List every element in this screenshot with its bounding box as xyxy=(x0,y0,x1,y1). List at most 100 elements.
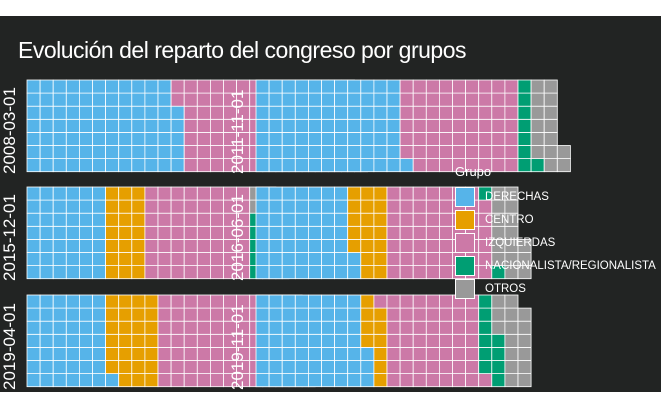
waffle-cell xyxy=(196,225,211,240)
waffle-cell xyxy=(294,307,309,322)
waffle-cell xyxy=(79,158,93,173)
waffle-cell xyxy=(425,186,440,201)
waffle-cell xyxy=(386,225,401,240)
waffle-cell xyxy=(438,294,453,309)
waffle-cell xyxy=(105,360,120,375)
waffle-cell xyxy=(360,79,375,94)
waffle-cell xyxy=(268,212,283,227)
waffle-cell xyxy=(281,294,296,309)
facet-label: 2019-11-01 xyxy=(228,304,247,390)
waffle-cell xyxy=(438,360,453,375)
waffle-cell xyxy=(425,294,440,309)
waffle-cell xyxy=(209,238,224,253)
waffle-cell xyxy=(52,252,67,267)
waffle-cell xyxy=(530,79,545,94)
waffle-cell xyxy=(196,346,211,361)
waffle-cell xyxy=(183,320,198,335)
facet-2015-12-01 xyxy=(26,186,290,280)
waffle-cell xyxy=(26,346,41,361)
waffle-cell xyxy=(268,294,283,309)
waffle-cell xyxy=(92,320,107,335)
waffle-cell xyxy=(321,252,336,267)
waffle-cell xyxy=(268,360,283,375)
waffle-cell xyxy=(144,92,159,107)
waffle-cell xyxy=(209,145,224,160)
waffle-cell xyxy=(360,294,375,309)
waffle-cell xyxy=(170,225,185,240)
waffle-cell xyxy=(399,225,414,240)
waffle-cell xyxy=(65,238,80,253)
waffle-cell xyxy=(268,238,283,253)
waffle-cell xyxy=(491,131,506,146)
waffle-cell xyxy=(52,212,67,227)
waffle-cell xyxy=(92,79,107,94)
waffle-cell xyxy=(131,346,146,361)
waffle-cell xyxy=(438,238,453,253)
waffle-cell xyxy=(412,225,427,240)
waffle-cell xyxy=(268,105,283,120)
waffle-cell xyxy=(170,158,185,173)
waffle-cell xyxy=(294,346,309,361)
waffle-cell xyxy=(170,238,185,253)
waffle-cell xyxy=(504,346,519,361)
waffle-cell xyxy=(543,145,558,160)
waffle-cell xyxy=(39,199,54,214)
waffle-cell xyxy=(183,186,198,201)
waffle-cell xyxy=(183,199,198,214)
waffle-cell xyxy=(360,333,375,348)
waffle-cell xyxy=(118,346,133,361)
waffle-cell xyxy=(65,212,80,227)
waffle-cell xyxy=(105,265,120,280)
waffle-cell xyxy=(504,131,519,146)
waffle-cell xyxy=(65,346,80,361)
waffle-cell xyxy=(255,360,270,375)
waffle-cell xyxy=(79,373,93,388)
waffle-cell xyxy=(79,105,93,120)
waffle-cell xyxy=(556,158,571,173)
waffle-cell xyxy=(105,79,120,94)
waffle-cell xyxy=(465,118,480,133)
waffle-cell xyxy=(183,238,198,253)
waffle-cell xyxy=(347,105,362,120)
waffle-cell xyxy=(294,212,309,227)
waffle-cell xyxy=(92,118,107,133)
waffle-cell xyxy=(373,320,388,335)
waffle-cell xyxy=(491,320,506,335)
waffle-cell xyxy=(39,252,54,267)
waffle-cell xyxy=(412,186,427,201)
waffle-cell xyxy=(79,131,93,146)
waffle-cell xyxy=(334,158,349,173)
waffle-cell xyxy=(39,186,54,201)
waffle-cell xyxy=(39,320,54,335)
waffle-cell xyxy=(79,212,93,227)
waffle-cell xyxy=(157,186,172,201)
waffle-cell xyxy=(438,225,453,240)
waffle-cell xyxy=(491,145,506,160)
waffle-cell xyxy=(425,118,440,133)
waffle-cell xyxy=(131,158,146,173)
waffle-cell xyxy=(294,199,309,214)
waffle-cell xyxy=(465,145,480,160)
waffle-cell xyxy=(92,212,107,227)
waffle-cell xyxy=(144,212,159,227)
waffle-cell xyxy=(438,79,453,94)
waffle-cell xyxy=(412,320,427,335)
waffle-cell xyxy=(517,307,532,322)
waffle-cell xyxy=(334,307,349,322)
waffle-cell xyxy=(79,265,93,280)
waffle-cell xyxy=(386,199,401,214)
waffle-cell xyxy=(307,118,322,133)
waffle-cell xyxy=(373,186,388,201)
waffle-cell xyxy=(79,333,93,348)
waffle-cell xyxy=(105,118,120,133)
waffle-cell xyxy=(196,252,211,267)
waffle-cell xyxy=(196,92,211,107)
waffle-cell xyxy=(517,92,532,107)
waffle-cell xyxy=(386,186,401,201)
waffle-cell xyxy=(39,373,54,388)
waffle-cell xyxy=(478,333,493,348)
waffle-cell xyxy=(373,158,388,173)
waffle-cell xyxy=(438,145,453,160)
waffle-cell xyxy=(465,131,480,146)
